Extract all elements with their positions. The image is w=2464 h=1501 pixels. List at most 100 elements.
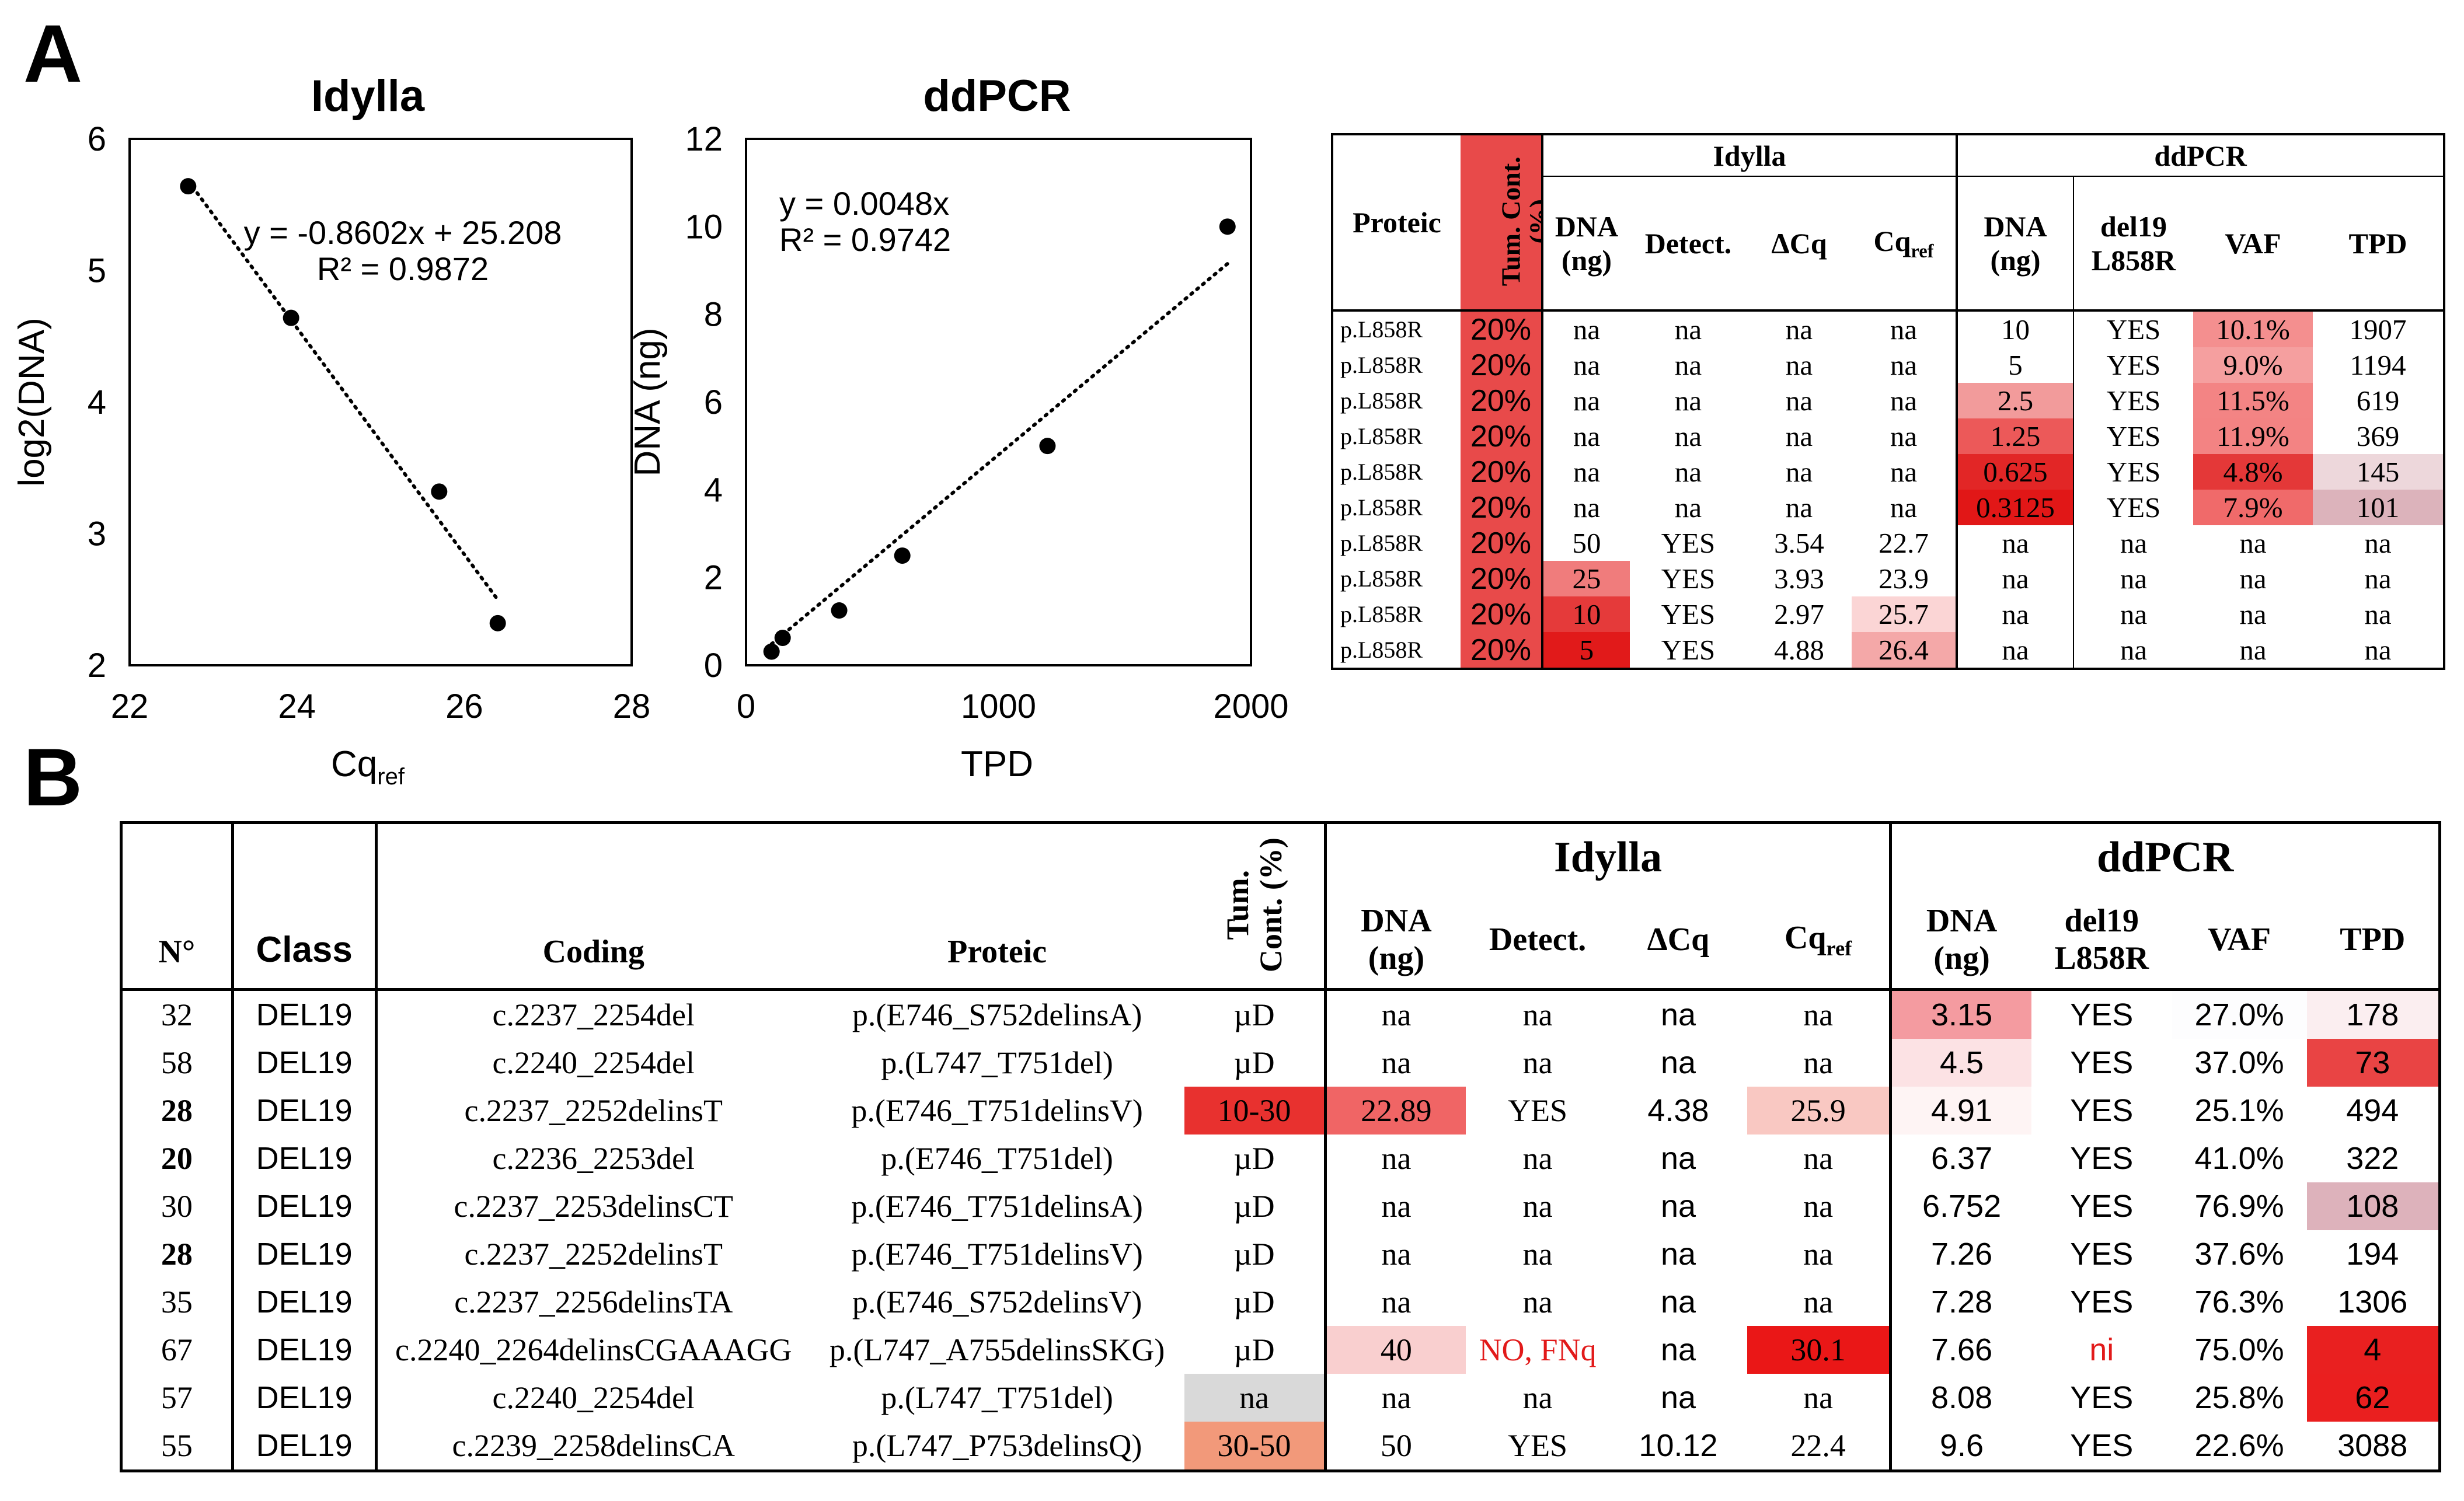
cell-dna-d: 3.15 xyxy=(1889,989,2031,1039)
cell-cq: na xyxy=(1803,1141,1834,1176)
cell-vaf: 27.0% xyxy=(2172,989,2307,1039)
cell-vaf: na xyxy=(2239,598,2267,630)
cell-coding: c.2240_2254del xyxy=(374,1039,810,1087)
x-tick-label: 22 xyxy=(111,687,149,725)
cell-mut: na xyxy=(2073,525,2193,561)
cell-dna-d: 7.28 xyxy=(1889,1278,2031,1326)
cell-dna-d: 7.26 xyxy=(1889,1230,2031,1278)
cell-tpd: 3088 xyxy=(2337,1428,2408,1463)
cell-tpd: 101 xyxy=(2313,490,2444,525)
trendline-r2: R² = 0.9742 xyxy=(779,221,951,258)
y-tick-label: 4 xyxy=(88,383,106,421)
cell-tum: µD xyxy=(1233,1189,1275,1224)
table-row: 28 DEL19 c.2237_2252delinsT p.(E746_T751del… xyxy=(121,1230,2440,1278)
cell-cq: 25.7 xyxy=(1852,596,1957,632)
cell-mut: YES xyxy=(2070,1093,2134,1128)
cell-dna-i: na xyxy=(1323,1135,1466,1182)
table-row: 55 DEL19 c.2239_2258delinsCA p.(L747_P753de… xyxy=(121,1422,2440,1471)
header-vaf: VAF xyxy=(2172,891,2307,991)
cell-prot: p.L858R xyxy=(1340,494,1423,521)
cell-dna-i: 22.89 xyxy=(1323,1087,1466,1135)
header-tpd: TPD xyxy=(2306,891,2440,991)
cell-prot: p.(L747_P753delinsQ) xyxy=(852,1428,1142,1463)
cell-tum: µD xyxy=(1233,1284,1275,1320)
cell-vaf: 10.1% xyxy=(2193,310,2313,347)
data-point xyxy=(894,547,911,564)
cell-tpd: na xyxy=(2364,598,2392,630)
cell-dna-d: 9.6 xyxy=(1889,1422,2031,1471)
cell-dna-d: 0.625 xyxy=(1956,454,2073,490)
cell-dna-i: na xyxy=(1541,383,1630,418)
cell-det: na xyxy=(1522,997,1553,1032)
header-tumor-content: Tum. Cont. (%) xyxy=(1461,134,1542,312)
cell-dna-d: 6.37 xyxy=(1889,1135,2031,1182)
cell-tum: na xyxy=(1184,1374,1326,1422)
cell-det: YES xyxy=(1508,1093,1568,1128)
cell-mut: YES xyxy=(2070,1189,2134,1224)
cell-vaf: 37.0% xyxy=(2194,1045,2284,1080)
x-axis-label: Cqref xyxy=(331,744,405,790)
header-proteic: Proteic xyxy=(1332,134,1461,312)
cell-tum: 20% xyxy=(1461,561,1542,596)
cell-tpd: 1306 xyxy=(2337,1284,2408,1320)
cell-dna-i: 10 xyxy=(1541,596,1630,632)
cell-det: YES xyxy=(1661,634,1716,666)
cell-vaf: na xyxy=(2239,634,2267,666)
cell-det: na xyxy=(1522,1045,1553,1080)
y-tick-label: 3 xyxy=(88,515,106,553)
table-row: p.L858R 20% 25 YES 3.93 23.9 na na na na xyxy=(1332,561,2444,596)
x-tick-label: 28 xyxy=(613,687,651,725)
cell-dna-i: na xyxy=(1323,1278,1466,1326)
cell-tpd: 194 xyxy=(2346,1237,2399,1272)
cell-prot: p.L858R xyxy=(1340,637,1423,663)
cell-tpd: 1907 xyxy=(2349,313,2407,345)
cell-cq: 22.4 xyxy=(1790,1428,1846,1463)
cell-dna-i: na xyxy=(1323,989,1466,1039)
cell-dna-i: 5 xyxy=(1541,632,1630,669)
cell-dcq: na xyxy=(1785,456,1813,488)
plot-area xyxy=(745,138,1252,666)
table-row: p.L858R 20% na na na na 5 YES 9.0% 1194 xyxy=(1332,347,2444,383)
cell-dna-i: na xyxy=(1323,1374,1466,1422)
cell-tum: µD xyxy=(1233,1045,1275,1080)
cell-dcq: na xyxy=(1660,1380,1696,1415)
cell-no: 28 xyxy=(161,1237,193,1272)
table-row: 67 DEL19 c.2240_2264delinsCGAAAGG p.(L747_A… xyxy=(121,1326,2440,1374)
cell-dna-i: 50 xyxy=(1323,1422,1466,1471)
table-row: p.L858R 20% 10 YES 2.97 25.7 na na na na xyxy=(1332,596,2444,632)
cell-cq: 26.4 xyxy=(1852,632,1957,669)
cell-dna-d: na xyxy=(1956,525,2073,561)
data-point xyxy=(763,643,780,660)
header-ddpcr: ddPCR xyxy=(1889,822,2440,892)
cell-det: na xyxy=(1674,349,1702,381)
table-row: p.L858R 20% na na na na 2.5 YES 11.5% 619 xyxy=(1332,383,2444,418)
trendline xyxy=(186,179,500,602)
cell-coding: c.2240_2254del xyxy=(374,1374,810,1422)
cell-dcq: na xyxy=(1660,1141,1696,1176)
y-axis-label: log2(DNA) xyxy=(12,317,52,486)
cell-cq: na xyxy=(1890,349,1918,381)
cell-coding: c.2239_2258delinsCA xyxy=(374,1422,810,1471)
cell-mut: YES xyxy=(2070,1428,2134,1463)
cell-tum: 20% xyxy=(1461,490,1542,525)
cell-prot: p.L858R xyxy=(1340,352,1423,378)
cell-mut: YES xyxy=(2073,310,2193,347)
cell-cq: na xyxy=(1890,491,1918,523)
cell-dcq: na xyxy=(1660,997,1696,1032)
header-dna-ddpcr: DNA (ng) xyxy=(1956,176,2073,312)
cell-dcq: 3.93 xyxy=(1774,563,1824,595)
cell-tum: 20% xyxy=(1461,454,1542,490)
cell-mut: YES xyxy=(2070,997,2134,1032)
cell-vaf: 9.0% xyxy=(2193,347,2313,383)
cell-dna-d: 0.3125 xyxy=(1956,490,2073,525)
cell-coding: c.2240_2264delinsCGAAAGG xyxy=(374,1326,810,1374)
cell-cq: na xyxy=(1803,1237,1834,1272)
cell-cls: DEL19 xyxy=(231,1278,377,1326)
plot-area xyxy=(128,138,633,666)
cell-dna-i: na xyxy=(1541,310,1630,347)
cell-cq: na xyxy=(1803,1045,1834,1080)
cell-tum: 10-30 xyxy=(1184,1087,1326,1135)
header-delta-cq: ΔCq xyxy=(1747,176,1852,312)
cell-cq: na xyxy=(1890,313,1918,345)
cell-tum: µD xyxy=(1233,997,1275,1032)
